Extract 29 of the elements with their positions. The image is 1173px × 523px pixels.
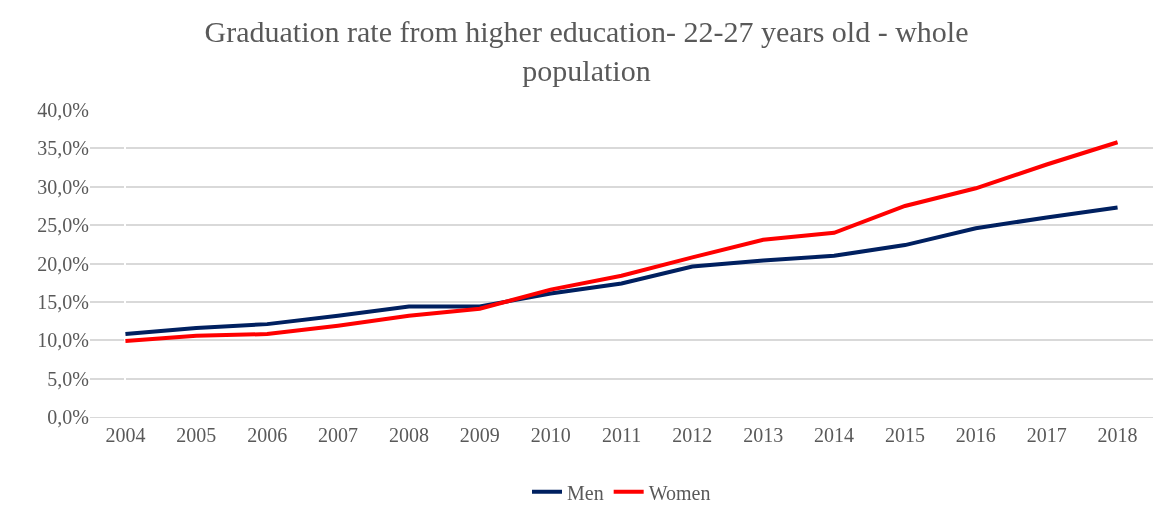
x-tick-label: 2011 xyxy=(601,424,642,446)
y-tick-label: 35,0% xyxy=(37,137,89,160)
y-tick-label: 25,0% xyxy=(37,214,89,237)
x-tick-label: 2004 xyxy=(105,424,146,446)
y-tick-label: 10,0% xyxy=(37,329,89,352)
x-tick-label: 2007 xyxy=(318,424,359,446)
y-tick-label: 15,0% xyxy=(37,290,89,313)
y-tick-label: 30,0% xyxy=(37,175,89,198)
line-series xyxy=(123,140,1120,344)
y-tick-label: 5,0% xyxy=(47,367,89,390)
x-tick-label: 2018 xyxy=(1097,424,1138,446)
x-tick-label: 2006 xyxy=(247,424,288,446)
y-tick-label: 20,0% xyxy=(37,252,89,275)
y-tick-label: 0,0% xyxy=(47,406,89,428)
x-tick-label: 2005 xyxy=(176,424,217,446)
x-tick-label: 2013 xyxy=(743,424,784,446)
legend-label: Men xyxy=(567,481,604,504)
legend-label: Women xyxy=(648,481,711,504)
x-tick-label: 2012 xyxy=(672,424,713,446)
y-tick-label: 40,0% xyxy=(37,99,89,121)
x-tick-label: 2016 xyxy=(955,424,996,446)
x-tick-label: 2014 xyxy=(814,424,855,446)
x-tick-label: 2010 xyxy=(530,424,571,446)
x-tick-label: 2009 xyxy=(459,424,500,446)
chart-title: Graduation rate from higher education- 22-27 years old - whole population xyxy=(204,14,969,87)
x-tick-label: 2017 xyxy=(1026,424,1067,446)
x-tick-label: 2015 xyxy=(884,424,925,446)
line-series xyxy=(123,205,1120,337)
x-tick-label: 2008 xyxy=(388,424,429,446)
